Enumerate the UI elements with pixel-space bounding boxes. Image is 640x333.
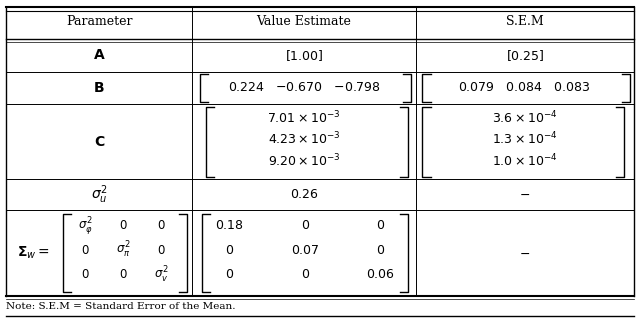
Text: $0$: $0$ [157,244,166,257]
Text: $\sigma_u^2$: $\sigma_u^2$ [91,183,108,206]
Text: Note: S.E.M = Standard Error of the Mean.: Note: S.E.M = Standard Error of the Mean… [6,302,236,311]
Text: $1.0 \times 10^{-4}$: $1.0 \times 10^{-4}$ [492,153,557,169]
Text: $0$: $0$ [118,268,127,281]
Text: $0.26$: $0.26$ [290,188,318,201]
Text: $\sigma_v^2$: $\sigma_v^2$ [154,264,168,285]
Text: $0.06$: $0.06$ [366,268,396,281]
Text: $\mathbf{\Sigma}_w =$: $\mathbf{\Sigma}_w =$ [17,245,50,261]
Text: $0.224\quad{-0.670}\quad{-0.798}$: $0.224\quad{-0.670}\quad{-0.798}$ [228,82,380,95]
Text: $0.079\quad 0.084\quad 0.083$: $0.079\quad 0.084\quad 0.083$ [458,82,591,95]
Text: Parameter: Parameter [66,15,132,28]
Text: $-$: $-$ [519,246,531,259]
Text: $3.6 \times 10^{-4}$: $3.6 \times 10^{-4}$ [492,110,557,126]
Text: $7.01 \times 10^{-3}$: $7.01 \times 10^{-3}$ [268,110,340,126]
Text: $-$: $-$ [519,188,531,201]
Text: $0$: $0$ [118,219,127,232]
Text: $9.20 \times 10^{-3}$: $9.20 \times 10^{-3}$ [268,153,340,169]
Text: $0$: $0$ [301,219,310,232]
Text: $0$: $0$ [225,268,234,281]
Text: $1.3 \times 10^{-4}$: $1.3 \times 10^{-4}$ [492,131,557,148]
Text: $\mathbf{C}$: $\mathbf{C}$ [93,135,105,149]
Text: $0$: $0$ [376,244,385,257]
Text: $\mathbf{A}$: $\mathbf{A}$ [93,48,106,62]
Text: $0$: $0$ [81,268,90,281]
Text: $0$: $0$ [157,219,166,232]
Text: S.E.M: S.E.M [506,15,543,28]
Text: $0$: $0$ [81,244,90,257]
Text: $\sigma_\varphi^2$: $\sigma_\varphi^2$ [77,215,93,237]
Text: $\mathbf{B}$: $\mathbf{B}$ [93,81,105,95]
Text: $4.23 \times 10^{-3}$: $4.23 \times 10^{-3}$ [268,131,340,148]
Text: $0$: $0$ [301,268,310,281]
Text: $\sigma_\pi^2$: $\sigma_\pi^2$ [116,240,130,260]
Text: Value Estimate: Value Estimate [257,15,351,28]
Text: $0.07$: $0.07$ [291,244,319,257]
Text: $0.18$: $0.18$ [214,219,244,232]
Text: $[0.25]$: $[0.25]$ [506,48,544,63]
Text: $[1.00]$: $[1.00]$ [285,48,323,63]
Text: $0$: $0$ [376,219,385,232]
Text: $0$: $0$ [225,244,234,257]
